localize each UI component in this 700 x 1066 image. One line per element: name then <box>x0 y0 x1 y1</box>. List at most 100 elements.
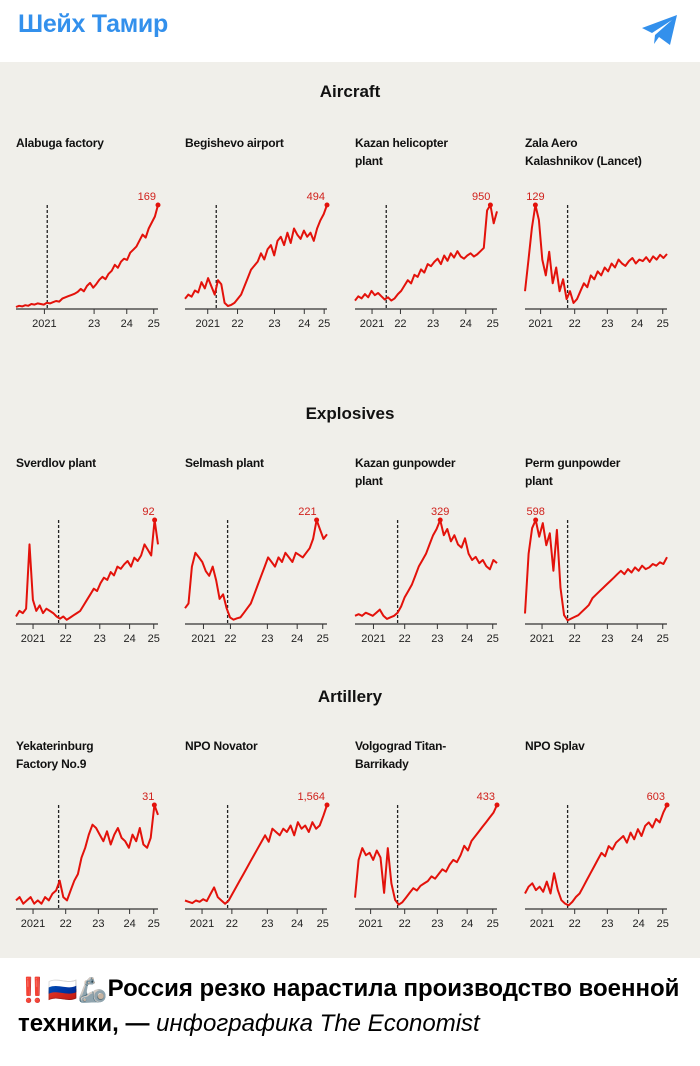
x-tick-label: 2021 <box>21 918 45 930</box>
line-chart: 494 2021 22 23 24 25 <box>184 191 330 330</box>
channel-header: Шейх Тамир <box>0 0 700 62</box>
x-tick-label: 24 <box>123 633 135 645</box>
chart-title: NPO Splav <box>525 739 585 753</box>
line-chart: 598 2021 22 23 24 25 <box>524 506 669 645</box>
x-tick-label: 24 <box>291 918 303 930</box>
x-tick-label: 23 <box>431 633 443 645</box>
infographic: Aircraft Explosives Artillery Alabuga fa… <box>0 62 700 958</box>
x-tick-label: 24 <box>461 633 473 645</box>
x-tick-label: 2021 <box>191 633 215 645</box>
chart-title: Volgograd Titan- Barrikady <box>355 739 447 771</box>
peak-value-label: 329 <box>431 506 449 518</box>
chart-title: Yekaterinburg Factory No.9 <box>16 739 94 771</box>
peak-point <box>151 802 157 808</box>
peak-value-label: 221 <box>298 506 316 518</box>
line-chart: 329 2021 22 23 24 25 <box>354 506 499 645</box>
series-line <box>15 519 159 621</box>
series-line <box>184 519 328 621</box>
x-tick-label: 25 <box>148 918 160 930</box>
x-tick-label: 24 <box>121 318 133 330</box>
x-tick-label: 25 <box>317 918 329 930</box>
x-tick-label: 2021 <box>195 318 219 330</box>
line-chart: 221 2021 22 23 24 25 <box>184 506 329 645</box>
peak-point <box>152 517 158 523</box>
line-chart: 129 2021 22 23 24 25 <box>524 191 669 330</box>
series-line <box>524 519 668 622</box>
x-tick-label: 23 <box>601 318 613 330</box>
section-title-artillery: Artillery <box>317 687 383 706</box>
series-line <box>15 204 159 308</box>
x-tick-label: 24 <box>298 318 310 330</box>
emoji-prefix: ‼️🇷🇺🦾 <box>18 977 108 1004</box>
x-tick-label: 22 <box>569 633 581 645</box>
chart-title: Perm gunpowder plant <box>525 456 621 488</box>
post-caption: ‼️🇷🇺🦾Россия резко нарастила производство… <box>18 972 682 1040</box>
x-tick-label: 25 <box>318 318 330 330</box>
x-tick-label: 23 <box>427 318 439 330</box>
x-tick-label: 25 <box>657 918 669 930</box>
x-tick-label: 24 <box>631 633 643 645</box>
x-tick-label: 25 <box>657 633 669 645</box>
x-tick-label: 2021 <box>190 918 214 930</box>
peak-point <box>494 802 500 808</box>
series-line <box>354 804 498 906</box>
section-title-explosives: Explosives <box>305 404 395 423</box>
x-tick-label: 2021 <box>21 633 45 645</box>
series-line <box>354 519 498 620</box>
peak-point <box>664 802 670 808</box>
chart-title: Kazan gunpowder plant <box>355 456 456 488</box>
x-tick-label: 24 <box>460 318 472 330</box>
telegram-icon[interactable] <box>641 14 679 46</box>
x-tick-label: 22 <box>231 318 243 330</box>
line-chart: 92 2021 22 23 24 25 <box>15 506 160 645</box>
peak-point <box>324 202 330 208</box>
x-tick-label: 22 <box>569 918 581 930</box>
series-line <box>354 204 498 302</box>
x-tick-label: 23 <box>601 918 613 930</box>
x-tick-label: 25 <box>487 318 499 330</box>
chart-title: Sverdlov plant <box>16 456 96 470</box>
x-tick-label: 24 <box>631 318 643 330</box>
x-tick-label: 23 <box>431 918 443 930</box>
peak-value-label: 92 <box>142 506 154 518</box>
x-tick-label: 2021 <box>358 918 382 930</box>
x-tick-label: 22 <box>394 318 406 330</box>
peak-point <box>487 202 493 208</box>
line-chart: 603 2021 22 23 24 25 <box>524 791 670 930</box>
caption-main: Россия резко нарастила производство воен… <box>18 975 680 1037</box>
peak-value-label: 169 <box>138 191 156 203</box>
x-tick-label: 24 <box>632 918 644 930</box>
x-tick-label: 24 <box>291 633 303 645</box>
x-tick-label: 22 <box>60 633 72 645</box>
x-tick-label: 2021 <box>530 633 554 645</box>
x-tick-label: 24 <box>461 918 473 930</box>
x-tick-label: 2021 <box>361 633 385 645</box>
chart-title: Zala Aero Kalashnikov (Lancet) <box>525 136 642 168</box>
chart-title: Begishevo airport <box>185 136 284 150</box>
chart-title: Alabuga factory <box>16 136 104 150</box>
peak-point <box>324 802 330 808</box>
series-line <box>184 804 328 905</box>
peak-point <box>437 517 443 523</box>
x-tick-label: 25 <box>148 633 160 645</box>
peak-value-label: 603 <box>647 791 665 803</box>
peak-point <box>155 202 161 208</box>
channel-name[interactable]: Шейх Тамир <box>18 10 168 38</box>
series-line <box>184 204 328 307</box>
x-tick-label: 22 <box>399 633 411 645</box>
x-tick-label: 22 <box>569 318 581 330</box>
peak-value-label: 950 <box>472 191 490 203</box>
peak-point <box>532 202 538 208</box>
line-chart: 433 2021 22 23 24 25 <box>354 791 500 930</box>
x-tick-label: 23 <box>261 633 273 645</box>
x-tick-label: 2021 <box>530 918 554 930</box>
line-chart: 169 2021 23 24 25 <box>15 191 161 330</box>
x-tick-label: 22 <box>226 918 238 930</box>
peak-value-label: 494 <box>307 191 325 203</box>
x-tick-label: 25 <box>317 633 329 645</box>
caption-source: инфографика The Economist <box>156 1010 480 1037</box>
x-tick-label: 23 <box>601 633 613 645</box>
peak-value-label: 129 <box>526 191 544 203</box>
x-tick-label: 22 <box>60 918 72 930</box>
line-chart: 950 2021 22 23 24 25 <box>354 191 499 330</box>
